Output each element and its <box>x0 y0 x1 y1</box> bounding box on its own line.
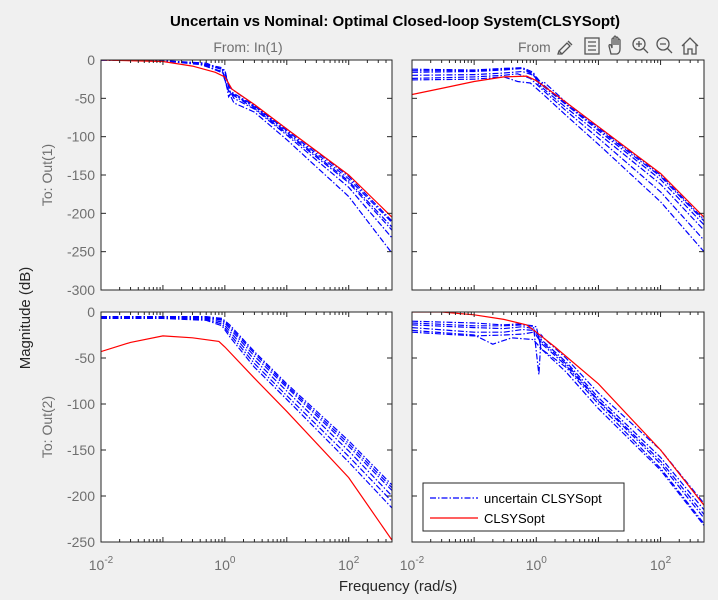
y-tick-label: -100 <box>67 129 95 145</box>
subplot-panel: 0 -50 -100 -150 -200 -250 10-2 100 102 <box>67 304 393 573</box>
uncertain-series-line <box>412 67 704 226</box>
x-tick-label: 102 <box>338 555 360 573</box>
uncertain-series-line <box>412 76 704 253</box>
uncertain-series-line <box>101 316 392 486</box>
uncertain-series-line <box>412 329 704 526</box>
chart-title: Uncertain vs Nominal: Optimal Closed-loo… <box>170 13 620 30</box>
series-group <box>101 316 392 541</box>
uncertain-series-line <box>412 67 704 220</box>
legend-label-uncertain: uncertain CLSYSopt <box>484 491 602 506</box>
home-icon[interactable] <box>681 37 699 55</box>
subplot-panel <box>411 59 705 291</box>
uncertain-series-line <box>412 73 704 241</box>
y-tick-label: -300 <box>67 282 95 298</box>
uncertain-series-line <box>101 316 392 489</box>
uncertain-series-line <box>412 67 704 222</box>
x-tick-label: 10-2 <box>400 555 425 573</box>
x-tick-label: 10-2 <box>89 555 114 573</box>
y-tick-label: -100 <box>67 396 95 412</box>
x-axis-label: Frequency (rad/s) <box>339 578 457 595</box>
y-tick-label: -50 <box>75 90 95 106</box>
legend: uncertain CLSYSopt CLSYSopt <box>422 482 625 532</box>
legend-label-nominal: CLSYSopt <box>484 511 545 526</box>
axes-box <box>100 311 393 543</box>
nominal-series-line <box>101 335 392 541</box>
uncertain-series-line <box>412 331 704 515</box>
y-tick-label: -200 <box>67 488 95 504</box>
y-tick-label: -150 <box>67 167 95 183</box>
x-tick-label: 100 <box>214 555 236 573</box>
uncertain-series-line <box>101 317 392 509</box>
legend-box <box>422 482 625 532</box>
axes-box <box>411 311 705 543</box>
plot-area <box>101 312 392 542</box>
series-group <box>412 312 704 526</box>
y-tick-label: -250 <box>67 244 95 260</box>
zoom-in-icon[interactable] <box>632 37 649 54</box>
pan-hand-icon[interactable] <box>608 35 621 55</box>
subplot-grid: 0 -50 -100 -150 -200 -250 -300 0 -50 -100 -150 -200… <box>67 52 705 573</box>
axes-toolbar <box>557 35 699 55</box>
series-group <box>412 67 704 253</box>
y-tick-label: -250 <box>67 534 95 550</box>
zoom-out-icon[interactable] <box>656 37 673 54</box>
x-tick-label: 102 <box>650 555 672 573</box>
uncertain-series-line <box>101 316 392 497</box>
brush-icon[interactable] <box>557 40 573 55</box>
y-tick-label: 0 <box>87 304 95 320</box>
uncertain-series-line <box>101 60 392 223</box>
uncertain-series-line <box>101 317 392 502</box>
nominal-series-line <box>412 75 704 218</box>
uncertain-series-line <box>412 324 704 511</box>
nominal-series-line <box>101 60 392 218</box>
column-title-2: From <box>518 39 551 55</box>
data-tips-icon[interactable] <box>584 37 600 55</box>
x-tick-label: 100 <box>526 555 548 573</box>
subplot-panel: 10-2 100 102 <box>400 311 705 573</box>
y-tick-label: -200 <box>67 205 95 221</box>
y-tick-label: -150 <box>67 442 95 458</box>
y-tick-label: -50 <box>75 350 95 366</box>
y-axis-label: Magnitude (dB) <box>17 267 34 370</box>
y-tick-label: 0 <box>87 52 95 68</box>
nominal-series-line <box>412 312 704 506</box>
subplot-panel: 0 -50 -100 -150 -200 -250 -300 <box>67 52 393 298</box>
uncertain-series-line <box>412 322 704 524</box>
uncertain-series-line <box>101 60 392 228</box>
row-title-1: To: Out(1) <box>39 144 55 206</box>
row-title-2: To: Out(2) <box>39 396 55 458</box>
column-title-1: From: In(1) <box>213 39 282 55</box>
